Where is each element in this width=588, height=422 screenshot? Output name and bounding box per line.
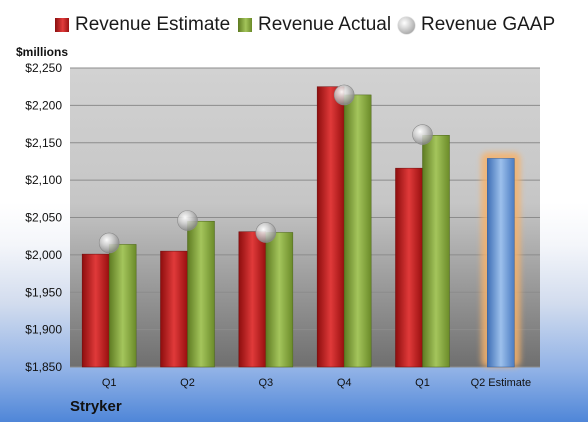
y-tick-label: $1,850 <box>25 360 62 374</box>
y-tick-label: $2,100 <box>25 173 62 187</box>
bar-estimate <box>316 86 345 368</box>
x-tick-label: Q1 <box>102 377 117 389</box>
bar-actual <box>422 135 450 368</box>
bar-actual <box>343 94 372 368</box>
gridlines <box>70 67 540 368</box>
legend-item-actual: Revenue Actual <box>238 14 391 36</box>
bar-actual <box>108 244 137 368</box>
gaap-marker <box>255 222 277 243</box>
gaap-marker <box>177 210 198 231</box>
x-tick-label: Q1 <box>415 377 430 389</box>
gaap-marker <box>333 84 355 106</box>
y-tick-label: $2,250 <box>25 61 62 75</box>
y-tick-label: $1,900 <box>25 323 62 337</box>
y-axis-ticks: $1,850 $1,900 $1,950 $2,000 $2,050 $2,100 $2,1… <box>25 61 62 374</box>
bar-estimate <box>395 167 423 368</box>
y-tick-label: $2,000 <box>25 248 62 262</box>
y-tick-label: $1,950 <box>25 285 62 299</box>
bar-actual <box>187 220 215 368</box>
gaap-marker <box>412 124 433 145</box>
legend-label-gaap: Revenue GAAP <box>421 14 556 35</box>
y-tick-label: $2,050 <box>25 211 62 225</box>
x-tick-label: Q3 <box>258 377 273 389</box>
x-axis-ticks: Q1 Q2 Q3 Q4 Q1 Q2 Estimate <box>102 377 531 389</box>
bars <box>81 86 521 368</box>
legend-item-gaap: Revenue GAAP <box>398 14 555 36</box>
bar-estimate <box>160 250 188 368</box>
legend-swatch-gaap <box>398 16 415 34</box>
y-tick-label: $2,200 <box>25 98 62 112</box>
legend: Revenue Estimate Revenue Actual Revenue … <box>0 14 588 44</box>
x-tick-label: Q2 Estimate <box>471 377 532 389</box>
bar-estimate-highlight <box>487 158 515 368</box>
legend-item-estimate: Revenue Estimate <box>55 14 230 36</box>
x-tick-label: Q2 <box>180 377 195 389</box>
legend-label-estimate: Revenue Estimate <box>75 14 231 35</box>
bar-actual <box>265 232 294 368</box>
gaap-markers <box>98 84 433 254</box>
x-tick-label: Q4 <box>337 377 352 389</box>
legend-label-actual: Revenue Actual <box>258 14 392 35</box>
legend-swatch-actual <box>238 18 252 32</box>
legend-swatch-estimate <box>55 18 69 32</box>
bar-estimate <box>81 253 110 368</box>
company-name: Stryker <box>70 398 122 415</box>
gaap-marker <box>98 232 120 254</box>
y-tick-label: $2,150 <box>25 136 62 150</box>
bar-estimate <box>238 231 267 368</box>
y-axis-unit-label: $millions <box>16 45 69 59</box>
